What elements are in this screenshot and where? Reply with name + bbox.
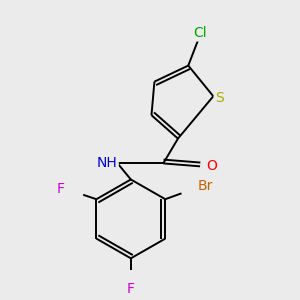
Text: Br: Br	[197, 179, 213, 193]
Text: F: F	[127, 282, 135, 296]
Text: S: S	[215, 91, 224, 105]
Text: NH: NH	[97, 155, 118, 170]
Text: Cl: Cl	[193, 26, 207, 40]
Text: O: O	[206, 159, 217, 173]
Text: F: F	[57, 182, 65, 196]
